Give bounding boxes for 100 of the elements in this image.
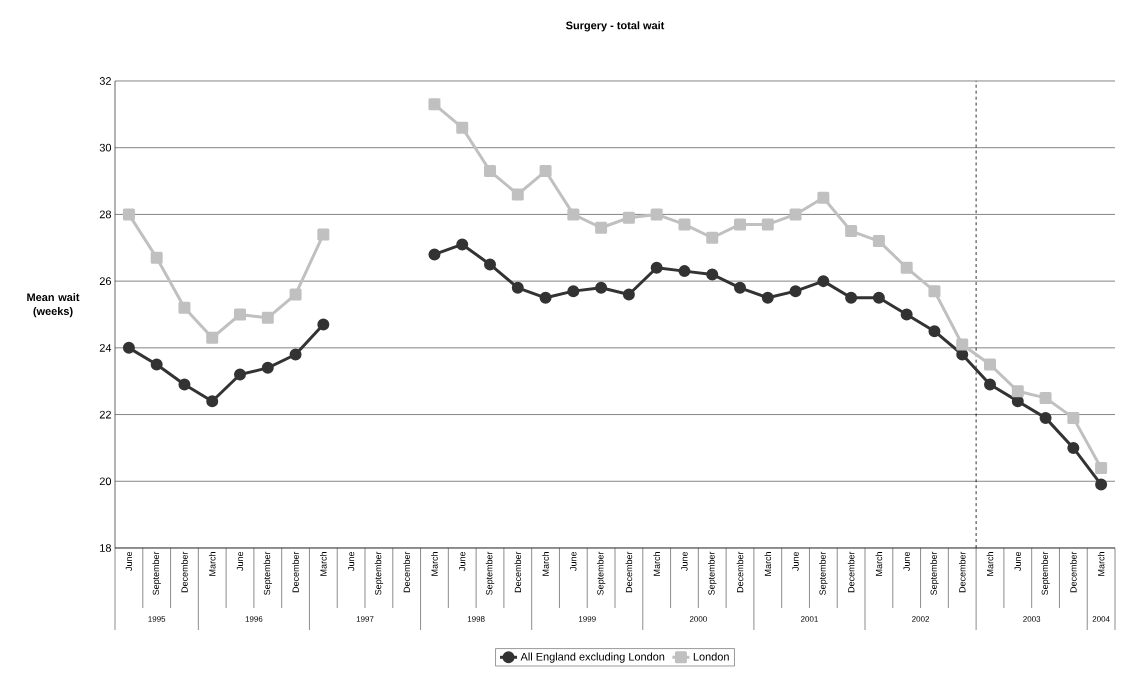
point <box>761 291 774 304</box>
point <box>1067 411 1080 424</box>
point <box>845 291 858 304</box>
point <box>817 191 830 204</box>
point <box>984 378 997 391</box>
point <box>678 218 691 231</box>
x-tick-label: June <box>792 551 799 571</box>
x-tick-label: March <box>431 552 438 576</box>
legend-label: All England excluding London <box>520 652 665 663</box>
x-tick-label: December <box>181 551 188 593</box>
y-tick-label: 28 <box>99 210 111 219</box>
point <box>1095 461 1108 474</box>
point <box>178 378 191 391</box>
x-tick-label: June <box>347 551 355 571</box>
point <box>789 285 802 298</box>
point <box>1067 441 1080 454</box>
point <box>317 228 330 241</box>
point <box>678 265 691 278</box>
x-tick-label: March <box>875 552 883 576</box>
point <box>150 358 163 371</box>
point <box>289 348 302 361</box>
x-tick-label: December <box>847 551 855 593</box>
point <box>484 258 497 271</box>
x-tick-label: March <box>986 552 994 576</box>
y-tick-label: 26 <box>99 277 111 286</box>
point <box>317 318 330 331</box>
x-tick-label: March <box>764 552 772 576</box>
legend-label: London <box>693 652 729 661</box>
point <box>984 358 997 371</box>
point <box>206 331 219 344</box>
point <box>567 208 580 221</box>
chart-title: Surgery - total wait <box>566 21 665 32</box>
x-tick-label: September <box>1041 551 1050 595</box>
x-tick-label: March <box>542 552 549 576</box>
point <box>595 281 608 294</box>
point <box>650 208 663 221</box>
point <box>1095 478 1108 491</box>
point <box>928 285 941 298</box>
y-tick-label: 20 <box>99 477 112 486</box>
y-tick-label: 18 <box>100 544 111 552</box>
point <box>706 268 719 281</box>
x-tick-label: June <box>236 551 244 571</box>
point <box>539 291 552 304</box>
x-tick-label: March <box>653 552 660 576</box>
point <box>817 275 830 288</box>
point <box>900 308 913 321</box>
point <box>511 188 524 201</box>
point <box>595 221 608 234</box>
point <box>150 251 163 264</box>
x-tick-label: June <box>903 551 910 571</box>
point <box>234 308 247 321</box>
point <box>956 338 969 351</box>
point <box>261 311 274 324</box>
point <box>178 301 191 314</box>
x-tick-label: December <box>292 551 299 593</box>
point <box>428 248 441 261</box>
point <box>484 165 497 178</box>
point <box>900 261 913 274</box>
x-tick-label: September <box>485 551 495 595</box>
x-tick-label: September <box>152 551 161 595</box>
x-tick-label: March <box>1097 552 1105 576</box>
x-tick-label: December <box>958 551 966 593</box>
x-tick-label: December <box>403 551 410 593</box>
x-tick-label: September <box>263 551 272 595</box>
x-tick-label: September <box>374 551 384 595</box>
point <box>234 368 247 381</box>
x-tick-label: September <box>708 551 717 595</box>
x-tick-label: December <box>1070 551 1077 593</box>
x-tick-label: September <box>596 551 606 595</box>
point <box>456 238 469 251</box>
y-tick-label: 32 <box>99 77 111 85</box>
point <box>122 341 135 354</box>
x-tick-label: December <box>625 551 633 593</box>
x-tick-label: September <box>930 551 939 595</box>
point <box>567 285 580 298</box>
point <box>706 231 719 244</box>
point <box>928 325 941 338</box>
point <box>761 218 774 231</box>
point <box>1039 391 1052 404</box>
point <box>845 225 858 238</box>
x-tick-label: June <box>681 551 688 571</box>
point <box>1039 411 1052 424</box>
x-tick-label: June <box>459 551 466 571</box>
point <box>428 98 441 111</box>
point <box>650 261 663 274</box>
point <box>622 288 635 301</box>
x-tick-label: December <box>514 551 522 593</box>
y-tick-label: 22 <box>99 410 111 419</box>
point <box>539 165 552 178</box>
point <box>122 208 135 221</box>
point <box>206 395 219 408</box>
point <box>456 121 469 134</box>
x-tick-label: June <box>125 551 133 571</box>
x-tick-label: December <box>736 551 744 593</box>
point <box>872 291 885 304</box>
point <box>289 288 302 301</box>
point <box>734 281 747 294</box>
y-tick-label: 30 <box>99 143 112 152</box>
point <box>1011 385 1024 398</box>
x-tick-label: March <box>320 552 327 576</box>
